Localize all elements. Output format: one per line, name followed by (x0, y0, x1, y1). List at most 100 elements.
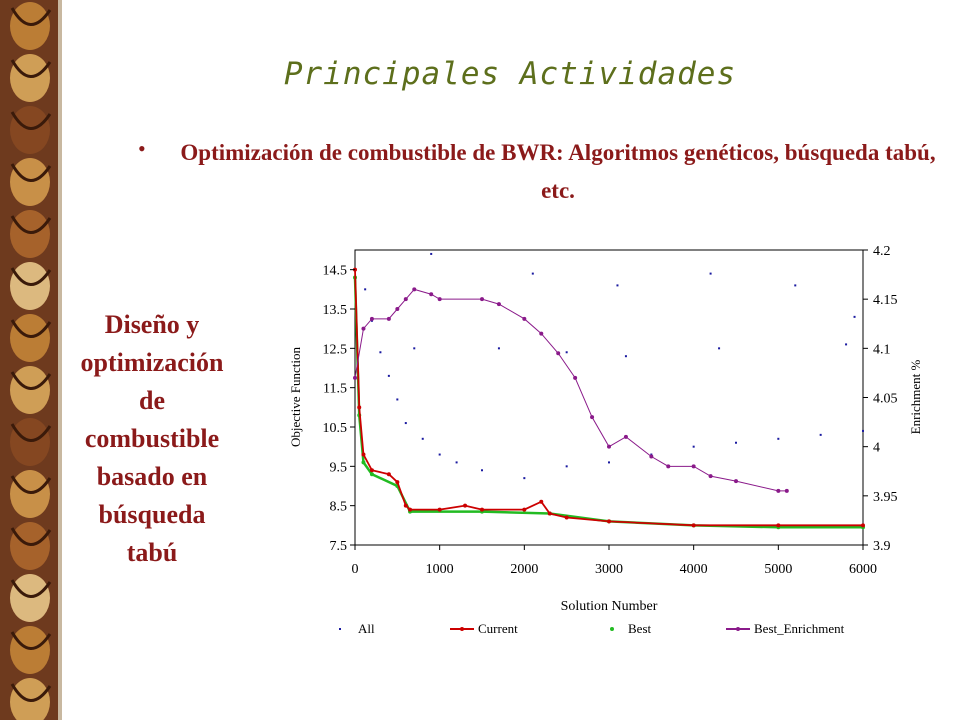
point-all (709, 272, 712, 275)
x-tick-label: 1000 (426, 562, 454, 577)
current-point (564, 515, 569, 520)
point-all (616, 284, 619, 287)
current-point (691, 523, 696, 528)
point-all (777, 437, 780, 440)
current-point (386, 472, 391, 477)
side-caption-line: basado en (96, 462, 208, 491)
side-caption-line: combustible (84, 424, 220, 453)
current-point (403, 503, 408, 508)
point-all (523, 477, 526, 480)
border-figure (10, 366, 50, 414)
current-point (437, 507, 442, 512)
best-enrichment-point (496, 302, 501, 307)
current-point (522, 507, 527, 512)
border-stroke (10, 423, 52, 442)
current-point (395, 480, 400, 485)
best-enrichment-point (691, 464, 696, 469)
legend-marker-dot (460, 627, 464, 631)
x-tick-label: 6000 (849, 562, 877, 577)
y-tick-label: 11.5 (323, 382, 347, 397)
current-point (607, 519, 611, 524)
current-point (361, 452, 366, 457)
best-enrichment-point (556, 351, 561, 356)
x-tick-label: 4000 (680, 562, 708, 577)
x-axis-ticks: 0 1000 2000 3000 4000 5000 6000 (352, 545, 877, 577)
current-point (776, 523, 781, 528)
point-all (379, 351, 382, 354)
border-figure (10, 418, 50, 466)
border-stroke (10, 7, 52, 26)
best-enrichment-point (708, 474, 713, 479)
point-all (794, 284, 797, 287)
x-tick-label: 5000 (764, 562, 792, 577)
border-edge (58, 0, 62, 720)
point-all (364, 288, 367, 291)
y-tick-label: 13.5 (323, 303, 348, 318)
point-all (862, 429, 864, 432)
series-current (353, 267, 865, 528)
border-stroke (10, 683, 52, 702)
point-all (624, 355, 627, 358)
side-caption-line: tabú (126, 538, 178, 567)
y2-tick-label: 4 (873, 441, 880, 456)
legend-label: Current (478, 621, 518, 636)
border-figure (10, 574, 50, 622)
point-all (413, 347, 416, 350)
best-enrichment-point (607, 444, 611, 449)
current-point (369, 468, 374, 473)
y2-tick-label: 4.15 (873, 293, 898, 308)
slide-title: Principales Actividades (283, 56, 737, 92)
side-caption: Diseño y optimización de combustible basado … (62, 306, 242, 572)
current-point (408, 507, 413, 512)
legend-label: Best_Enrichment (754, 621, 845, 636)
border-stroke (10, 59, 52, 78)
y-tick-label: 12.5 (323, 342, 348, 357)
best-enrichment-point (369, 316, 374, 321)
y2-tick-label: 4.2 (873, 244, 891, 259)
point-all (845, 343, 848, 346)
bullet-dot: • (138, 136, 146, 161)
legend-label: Best (628, 621, 652, 636)
best-enrichment-point (573, 375, 578, 380)
current-point (480, 507, 484, 512)
side-caption-line: optimización (80, 348, 224, 377)
best-enrichment-point (403, 297, 408, 302)
current-point (463, 503, 468, 508)
series-all (364, 252, 864, 480)
point-all (565, 351, 568, 354)
best-enrichment-point (539, 331, 544, 336)
border-stroke (10, 111, 52, 130)
best-enrichment-point (623, 434, 628, 439)
best-enrichment-point (386, 316, 391, 321)
y-axis-ticks: 7.5 8.5 9.5 10.5 11.5 12.5 13.5 14.5 (323, 264, 355, 554)
current-point (539, 499, 544, 504)
best-enrichment-point (649, 454, 654, 459)
best-enrichment-point (590, 415, 595, 420)
y-tick-label: 7.5 (330, 539, 348, 554)
border-figure (10, 54, 50, 102)
x-tick-label: 3000 (595, 562, 623, 577)
current-point (861, 523, 865, 528)
bullet-item: • Optimización de combustible de BWR: Al… (138, 134, 948, 210)
best-enrichment-point (480, 297, 484, 302)
border-figure (10, 522, 50, 570)
x-axis-label: Solution Number (561, 599, 658, 614)
y2-tick-label: 3.95 (873, 490, 898, 505)
point-all (819, 433, 822, 436)
y2-tick-label: 4.05 (873, 392, 898, 407)
best-enrichment-point (361, 326, 366, 331)
best-enrichment-point (734, 479, 738, 484)
best-enrichment-point (353, 375, 357, 380)
point-all (430, 252, 433, 255)
side-caption-line: búsqueda (98, 500, 206, 529)
current-point (357, 405, 362, 410)
best-enrichment-point (666, 464, 671, 469)
y-tick-label: 10.5 (323, 421, 348, 436)
border-stroke (10, 475, 52, 494)
best-point (369, 472, 374, 477)
point-all (608, 461, 610, 464)
side-caption-line: Diseño y (104, 310, 200, 339)
border-figure (10, 470, 50, 518)
best-enrichment-point (784, 488, 789, 493)
y2-axis-ticks: 3.9 3.95 4 4.05 4.1 4.15 4.2 (863, 244, 898, 554)
